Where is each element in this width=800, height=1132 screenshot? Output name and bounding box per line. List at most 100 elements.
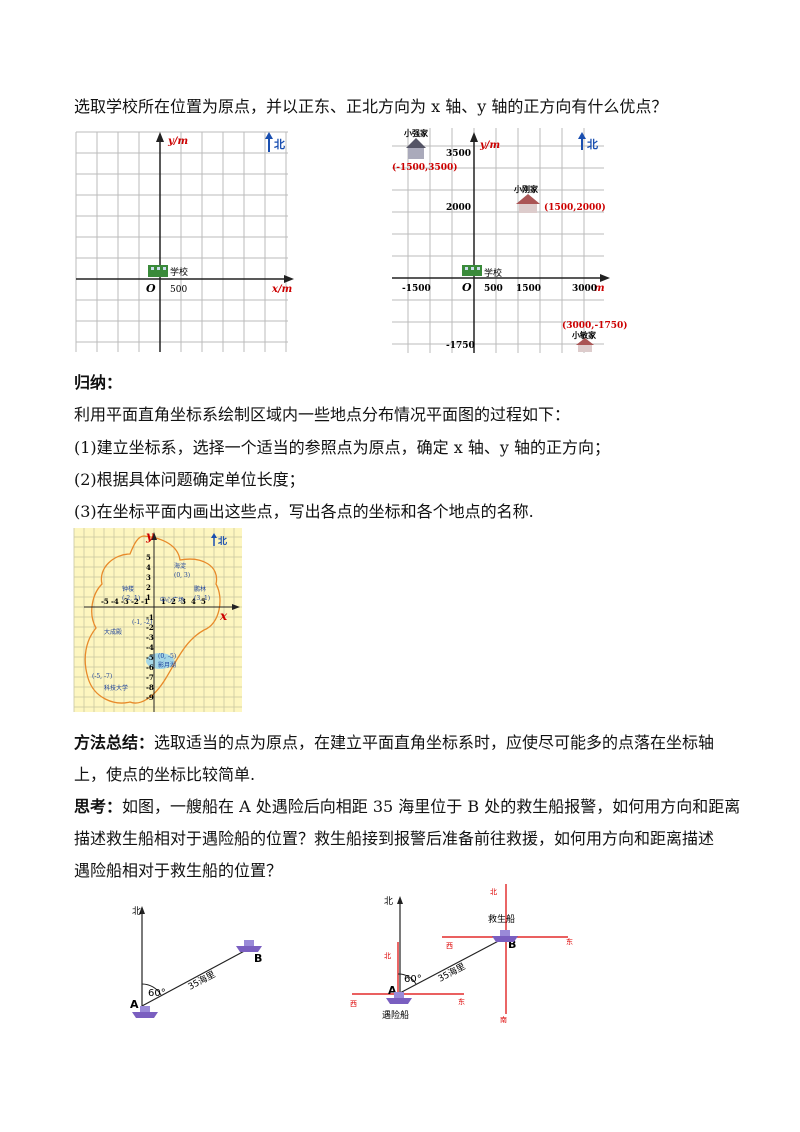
place-coord: (3, 1) (194, 595, 210, 602)
origin-label: O (462, 281, 472, 294)
place-coord: (-5, -7) (92, 673, 112, 680)
map-y-tick: -4 (146, 643, 154, 652)
a-north-label: 北 (384, 952, 391, 960)
map-y-tick: 3 (146, 573, 151, 582)
map-y-tick: -2 (146, 623, 154, 632)
coordinate-grid-1: y/m x/m O 500 学校 北 (75, 131, 294, 352)
map-x-tick: 2 (171, 597, 176, 606)
place-name: 海淀 (174, 562, 186, 570)
school-icon (148, 265, 168, 277)
map-y-tick: -3 (146, 633, 154, 642)
map-y-tick: 2 (146, 583, 151, 592)
point-a-label: A (388, 984, 397, 997)
summary-step: (2)根据具体问题确定单位长度； (74, 470, 305, 489)
house-icon (406, 138, 426, 159)
north-label: 北 (274, 137, 285, 151)
school-label: 学校 (170, 266, 188, 278)
house-coord: (1500,2000) (544, 202, 606, 213)
ship-icon (386, 992, 412, 1004)
point-b-label: B (508, 938, 516, 951)
map-x-tick: -4 (111, 597, 119, 606)
school-icon (462, 265, 482, 276)
ship-icon (132, 1006, 158, 1018)
map-y-tick: -7 (146, 673, 154, 682)
map-y-tick: -5 (146, 653, 154, 662)
north-label: 北 (132, 906, 141, 917)
b-name-label: 救生船 (488, 913, 515, 925)
think-line: 思考：如图，一艘船在 A 处遇险后向相距 35 海里位于 B 处的救生船报警，如… (74, 796, 740, 818)
place-name: 影月湖 (158, 661, 176, 669)
x-axis-label: m (594, 283, 605, 294)
y-axis-label: y (145, 529, 154, 543)
map-x-tick: -1 (141, 597, 149, 606)
north-label: 北 (384, 896, 393, 907)
house-name: 小刚家 (513, 184, 539, 194)
house-coord: (-1500,3500) (392, 162, 457, 173)
point-a-label: A (130, 998, 139, 1011)
bearing-figure-1: 北 60° 35海里 A B (130, 906, 262, 1018)
tick-500: 500 (170, 285, 187, 295)
x-tick: 1500 (516, 284, 541, 294)
method-line: 方法总结：选取适当的点为原点，在建立平面直角坐标系时，应使尽可能多的点落在坐标轴 (74, 732, 714, 754)
y-tick: -1750 (446, 341, 475, 351)
map-x-tick: -3 (121, 597, 129, 606)
summary-intro: 利用平面直角坐标系绘制区域内一些地点分布情况平面图的过程如下： (74, 405, 571, 424)
x-axis-label: x/m (271, 284, 292, 295)
ship-icon (236, 940, 262, 952)
angle-label: 60° (148, 988, 166, 999)
point-b-label: B (254, 952, 262, 965)
method-text: 选取适当的点为原点，在建立平面直角坐标系时，应使尽可能多的点落在坐标轴 (154, 733, 715, 752)
house-icon (516, 194, 540, 213)
place-coord: (-2, 1) (122, 595, 140, 602)
a-west-label: 西 (350, 1000, 357, 1008)
place-name: 中心广场 (160, 596, 184, 604)
map-x-tick: -2 (131, 597, 139, 606)
question-text: 选取学校所在位置为原点，并以正东、正北方向为 x 轴、y 轴的正方向有什么优点？ (74, 97, 668, 116)
y-axis-label: y/m (167, 136, 188, 147)
summary-step: (1)建立坐标系，选择一个适当的参照点为原点，确定 x 轴、y 轴的正方向； (74, 438, 610, 457)
summary-heading: 归纳： (74, 373, 123, 392)
x-tick: 3000 (572, 284, 597, 294)
coordinate-grid-2: y/m m O -1500 500 1500 3000 3500 2000 -1… (392, 128, 627, 353)
map-y-tick: -1 (146, 613, 154, 622)
origin-label: O (146, 282, 156, 295)
place-coord: (0, 3) (174, 572, 190, 579)
x-tick: 500 (484, 284, 503, 294)
place-coord: (0, -5) (158, 653, 176, 660)
b-west-label: 西 (446, 942, 453, 950)
map-y-tick: 4 (146, 563, 151, 572)
b-north-label: 北 (490, 888, 497, 896)
y-tick: 3500 (446, 149, 471, 159)
map-x-tick: 1 (161, 597, 166, 606)
a-east-label: 东 (458, 997, 465, 1006)
think-text: 如图，一艘船在 A 处遇险后向相距 35 海里位于 B 处的救生船报警，如何用方… (122, 797, 741, 816)
a-name-label: 遇险船 (382, 1009, 409, 1021)
house-coord: (3000,-1750) (562, 320, 627, 331)
map-y-tick: -8 (146, 683, 154, 692)
school-label: 学校 (484, 267, 502, 279)
map-y-tick: -9 (146, 693, 154, 702)
map-x-tick: 3 (181, 597, 186, 606)
ship-icon (492, 930, 518, 942)
map-y-tick: -6 (146, 663, 154, 672)
think-label: 思考： (74, 797, 123, 816)
place-coord: (-1, -2) (132, 619, 152, 626)
place-name: 鹏林 (194, 585, 206, 593)
summary-step: (3)在坐标平面内画出这些点，写出各点的坐标和各个地点的名称. (74, 502, 534, 521)
north-label: 北 (218, 535, 227, 547)
bearing-figure-2: 北 北 西 东 北 西 东 南 60° 35海里 A B 遇险船 救生船 (350, 884, 573, 1024)
b-south-label: 南 (500, 1015, 507, 1024)
house-name: 小强家 (403, 128, 429, 138)
y-tick: 2000 (446, 203, 471, 213)
place-name: 钟楼 (122, 585, 134, 593)
north-label: 北 (587, 137, 598, 151)
think-text: 遇险船相对于救生船的位置？ (74, 861, 283, 880)
y-axis-label: y/m (479, 140, 500, 151)
b-east-label: 东 (566, 937, 573, 946)
place-name: 大成殿 (104, 628, 122, 636)
map-x-tick: 5 (201, 597, 206, 606)
method-label: 方法总结： (74, 733, 155, 752)
map-y-tick: 1 (146, 593, 151, 602)
map-y-tick: 5 (146, 553, 151, 562)
map-x-tick: 4 (191, 597, 196, 606)
